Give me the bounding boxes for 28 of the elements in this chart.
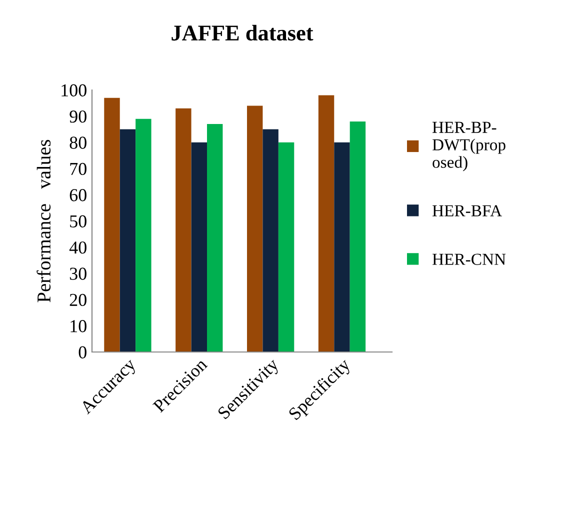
y-tick-label: 100 bbox=[62, 84, 86, 96]
chart-title: JAFFE dataset bbox=[172, 24, 314, 41]
bar bbox=[176, 108, 192, 352]
y-tick-label: 0 bbox=[78, 346, 86, 358]
y-tick-label: 60 bbox=[70, 189, 86, 202]
y-tick-label: 20 bbox=[70, 294, 86, 306]
bar bbox=[278, 142, 294, 352]
legend-label: HER-BFA bbox=[432, 205, 502, 216]
bar bbox=[334, 142, 350, 352]
bar bbox=[318, 95, 334, 352]
legend-label: HER-BP- DWT(prop osed) bbox=[432, 122, 506, 172]
y-tick-label: 30 bbox=[70, 268, 86, 280]
y-tick-label: 90 bbox=[70, 110, 86, 123]
bar bbox=[350, 121, 366, 352]
bar bbox=[191, 142, 207, 352]
y-tick-label: 10 bbox=[70, 320, 86, 332]
y-axis-title: Performance values bbox=[36, 140, 51, 302]
legend-label: HER-CNN bbox=[432, 254, 506, 265]
bar bbox=[262, 129, 278, 352]
bar bbox=[207, 124, 223, 352]
y-tick-label: 50 bbox=[70, 215, 86, 228]
bar bbox=[104, 98, 120, 352]
bar bbox=[120, 129, 136, 352]
bar bbox=[247, 106, 263, 352]
y-tick-label: 40 bbox=[69, 241, 86, 254]
y-tick-label: 70 bbox=[70, 162, 86, 176]
y-tick-label: 80 bbox=[70, 136, 86, 149]
bar bbox=[136, 118, 152, 352]
